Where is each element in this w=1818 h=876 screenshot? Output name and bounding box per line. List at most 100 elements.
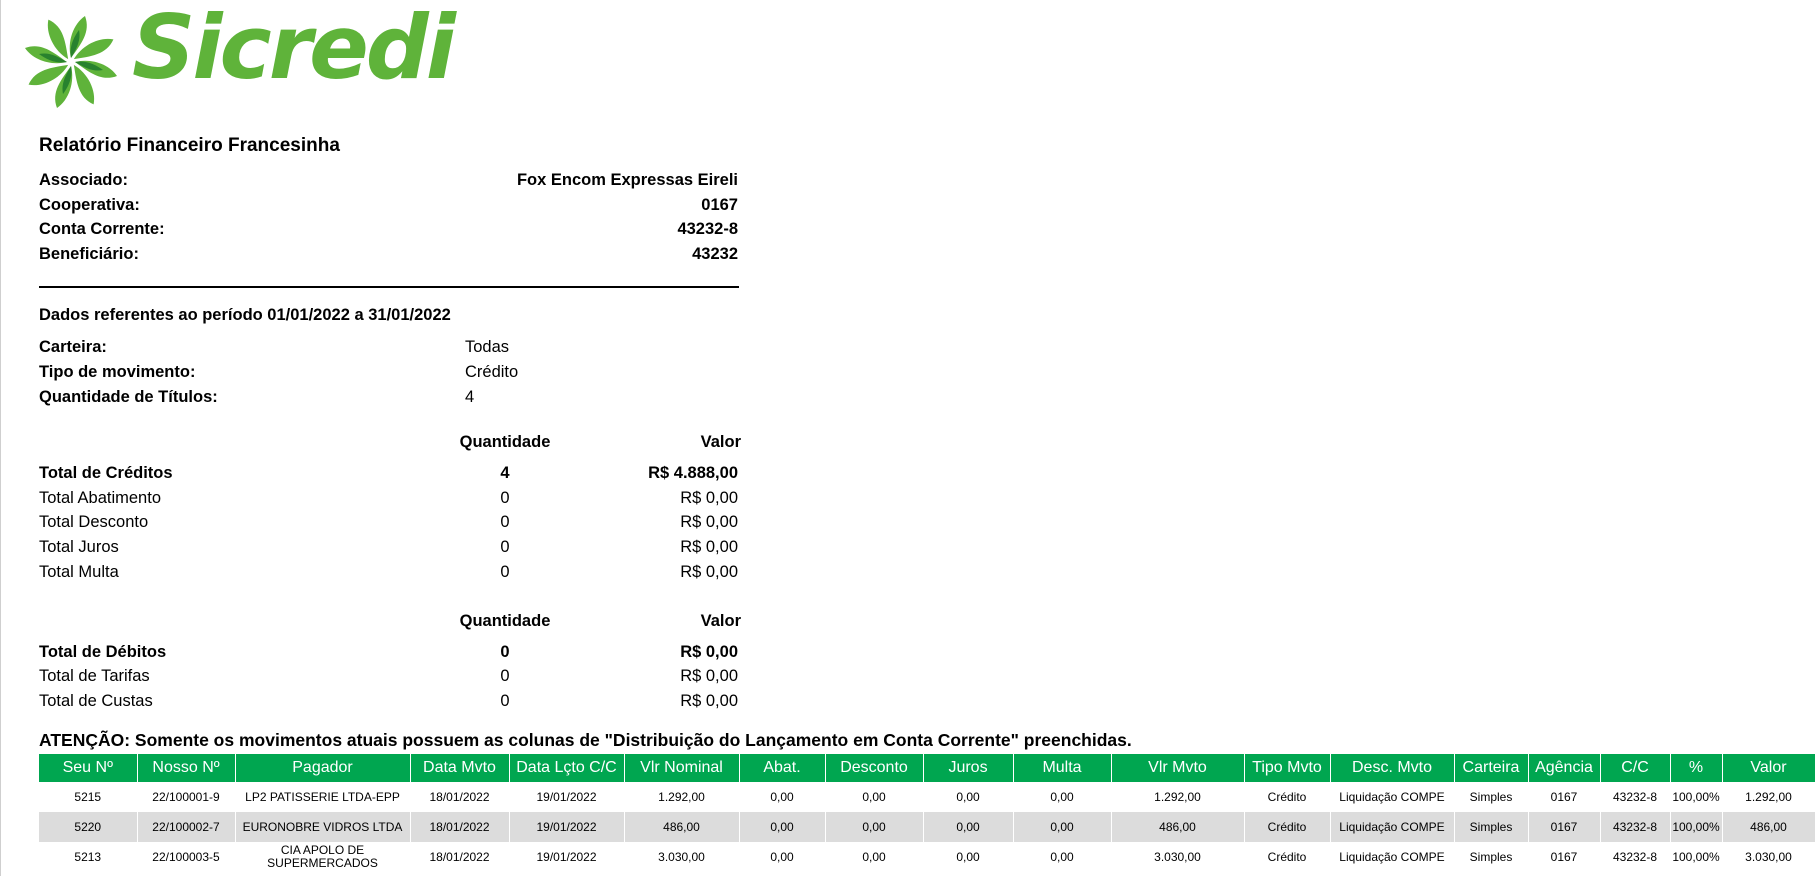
- total-juros-label: Total Juros: [39, 538, 119, 556]
- cell-percent: 100,00%: [1670, 782, 1723, 812]
- col-header-abat: Abat.: [739, 754, 826, 782]
- cell-multa: 0,00: [1013, 812, 1112, 842]
- cell-vlr-mvto: 3.030,00: [1111, 842, 1245, 872]
- cell-vlr-nominal: 3.030,00: [624, 842, 740, 872]
- cell-desc-mvto: Liquidação COMPE: [1330, 842, 1455, 872]
- col-header-agencia: Agência: [1528, 754, 1601, 782]
- col-header-carteira: Carteira: [1454, 754, 1529, 782]
- cell-seu-no: 5213: [39, 842, 138, 872]
- cell-abat: 0,00: [739, 782, 826, 812]
- cell-seu-no: 5220: [39, 812, 138, 842]
- cell-carteira: Simples: [1454, 842, 1529, 872]
- col-header-juros: Juros: [923, 754, 1014, 782]
- cell-multa: 0,00: [1013, 782, 1112, 812]
- cell-desconto: 0,00: [825, 812, 924, 842]
- sicredi-logo: Sicredi: [24, 4, 456, 112]
- cell-data-mvto: 18/01/2022: [410, 842, 510, 872]
- cell-nosso-no: 22/100001-9: [137, 782, 236, 812]
- cell-pagador: EURONOBRE VIDROS LTDA: [235, 812, 411, 842]
- total-creditos-qty: 4: [500, 464, 510, 482]
- total-multa-qty: 0: [500, 563, 510, 581]
- cell-seu-no: 5215: [39, 782, 138, 812]
- total-custas-qty: 0: [500, 692, 510, 710]
- carteira-label: Carteira:: [39, 338, 107, 356]
- col-header-vlr-nominal: Vlr Nominal: [624, 754, 740, 782]
- cell-data-mvto: 18/01/2022: [410, 812, 510, 842]
- conta-corrente-label: Conta Corrente:: [39, 220, 165, 238]
- cell-vlr-mvto: 1.292,00: [1111, 782, 1245, 812]
- cell-juros: 0,00: [923, 842, 1014, 872]
- cell-cc: 43232-8: [1600, 842, 1671, 872]
- cell-pagador: CIA APOLO DE SUPERMERCADOS: [235, 842, 411, 872]
- cell-carteira: Simples: [1454, 782, 1529, 812]
- cell-carteira: Simples: [1454, 812, 1529, 842]
- total-desconto-value: R$ 0,00: [680, 513, 738, 531]
- cell-agencia: 0167: [1528, 782, 1601, 812]
- total-abatimento-qty: 0: [500, 489, 510, 507]
- beneficiario-label: Beneficiário:: [39, 245, 139, 263]
- total-creditos-label: Total de Créditos: [39, 464, 173, 482]
- col-header-desc-mvto: Desc. Mvto: [1330, 754, 1455, 782]
- attention-notice: ATENÇÃO: Somente os movimentos atuais po…: [39, 730, 1132, 750]
- cell-tipo-mvto: Crédito: [1244, 842, 1331, 872]
- total-creditos-value: R$ 4.888,00: [648, 464, 738, 482]
- period-text: Dados referentes ao período 01/01/2022 a…: [39, 306, 451, 324]
- cell-multa: 0,00: [1013, 842, 1112, 872]
- col-header-data-mvto: Data Mvto: [410, 754, 510, 782]
- associado-label: Associado:: [39, 171, 128, 189]
- total-custas-label: Total de Custas: [39, 692, 153, 710]
- cell-pagador: LP2 PATISSERIE LTDA-EPP: [235, 782, 411, 812]
- total-desconto-label: Total Desconto: [39, 513, 149, 531]
- cooperativa-label: Cooperativa:: [39, 196, 140, 214]
- table-header-row: Seu Nº Nosso Nº Pagador Data Mvto Data L…: [39, 754, 1816, 782]
- cell-abat: 0,00: [739, 812, 826, 842]
- total-juros-qty: 0: [500, 538, 510, 556]
- tipo-movimento-label: Tipo de movimento:: [39, 363, 196, 381]
- credits-qty-header: Quantidade: [459, 433, 551, 451]
- total-custas-value: R$ 0,00: [680, 692, 738, 710]
- total-multa-value: R$ 0,00: [680, 563, 738, 581]
- total-debitos-label: Total de Débitos: [39, 643, 167, 661]
- total-tarifas-label: Total de Tarifas: [39, 667, 150, 685]
- carteira-value: Todas: [465, 338, 510, 356]
- cell-desconto: 0,00: [825, 842, 924, 872]
- total-juros-value: R$ 0,00: [680, 538, 738, 556]
- cell-percent: 100,00%: [1670, 842, 1723, 872]
- total-debitos-qty: 0: [500, 643, 510, 661]
- cell-valor: 486,00: [1722, 812, 1816, 842]
- beneficiario-value: 43232: [692, 245, 738, 263]
- cell-tipo-mvto: Crédito: [1244, 782, 1331, 812]
- cell-data-lcto: 19/01/2022: [509, 812, 625, 842]
- total-abatimento-value: R$ 0,00: [680, 489, 738, 507]
- cell-desconto: 0,00: [825, 782, 924, 812]
- page-edge: [0, 0, 1, 876]
- col-header-nosso-no: Nosso Nº: [137, 754, 236, 782]
- sicredi-pinwheel-icon: [25, 16, 117, 108]
- brand-name: Sicredi: [132, 0, 456, 99]
- cell-data-lcto: 19/01/2022: [509, 842, 625, 872]
- cell-juros: 0,00: [923, 812, 1014, 842]
- quantidade-titulos-label: Quantidade de Títulos:: [39, 388, 218, 406]
- cell-desc-mvto: Liquidação COMPE: [1330, 782, 1455, 812]
- col-header-tipo-mvto: Tipo Mvto: [1244, 754, 1331, 782]
- quantidade-titulos-value: 4: [465, 388, 475, 406]
- table-row: 5220 22/100002-7 EURONOBRE VIDROS LTDA 1…: [39, 812, 1816, 842]
- col-header-valor: Valor: [1722, 754, 1816, 782]
- cell-desc-mvto: Liquidação COMPE: [1330, 812, 1455, 842]
- cell-tipo-mvto: Crédito: [1244, 812, 1331, 842]
- total-tarifas-qty: 0: [500, 667, 510, 685]
- cell-cc: 43232-8: [1600, 782, 1671, 812]
- separator-rule: [39, 286, 739, 288]
- col-header-percent: %: [1670, 754, 1723, 782]
- cell-abat: 0,00: [739, 842, 826, 872]
- cell-vlr-nominal: 486,00: [624, 812, 740, 842]
- col-header-cc: C/C: [1600, 754, 1671, 782]
- col-header-data-lcto: Data Lçto C/C: [509, 754, 625, 782]
- cell-vlr-nominal: 1.292,00: [624, 782, 740, 812]
- col-header-pagador: Pagador: [235, 754, 411, 782]
- total-debitos-value: R$ 0,00: [680, 643, 738, 661]
- credits-value-header: Valor: [700, 433, 741, 451]
- cell-valor: 3.030,00: [1722, 842, 1816, 872]
- cell-cc: 43232-8: [1600, 812, 1671, 842]
- col-header-vlr-mvto: Vlr Mvto: [1111, 754, 1245, 782]
